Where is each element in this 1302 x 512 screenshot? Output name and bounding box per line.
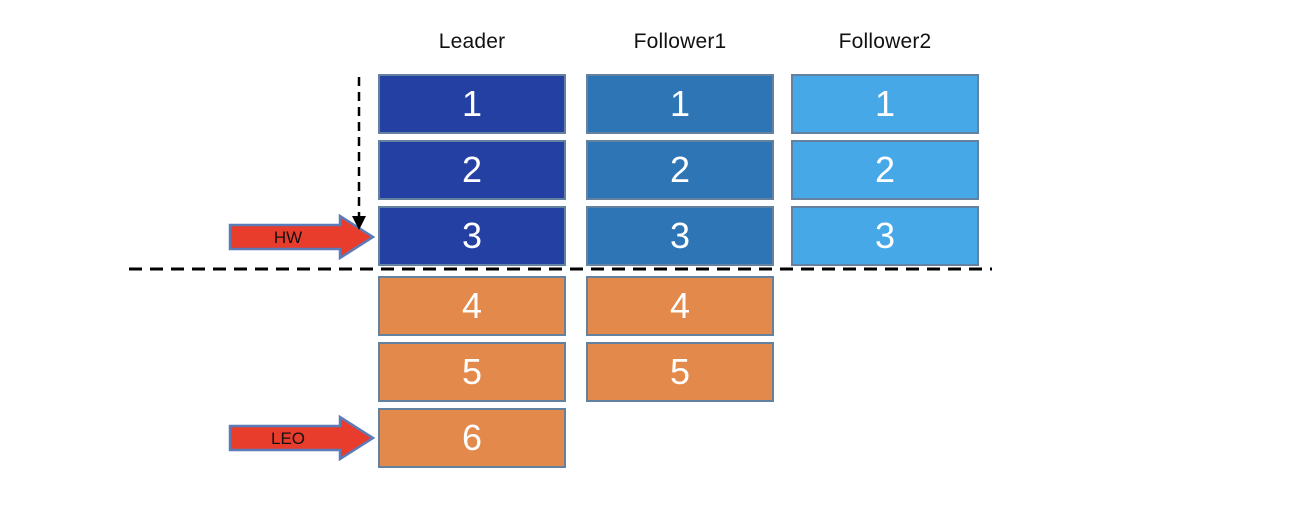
column-header-follower2: Follower2 [838, 30, 932, 53]
leo-marker-label: LEO [271, 429, 305, 448]
log-entry-follower2-1: 1 [791, 74, 979, 134]
log-entry-follower2-2: 2 [791, 140, 979, 200]
hw-marker-arrow: HW [228, 214, 376, 260]
log-entry-follower1-5: 5 [586, 342, 774, 402]
log-entry-leader-2: 2 [378, 140, 566, 200]
log-entry-follower1-2: 2 [586, 140, 774, 200]
log-entry-follower1-4: 4 [586, 276, 774, 336]
hw-arrow-shape [228, 214, 376, 260]
column-header-follower1: Follower1 [633, 30, 727, 53]
log-entry-follower2-3: 3 [791, 206, 979, 266]
hw-marker-label: HW [274, 228, 302, 247]
log-entry-leader-4: 4 [378, 276, 566, 336]
leo-marker-arrow: LEO [228, 415, 376, 461]
log-entry-leader-1: 1 [378, 74, 566, 134]
log-entry-follower1-3: 3 [586, 206, 774, 266]
leo-arrow-shape [228, 415, 376, 461]
log-entry-follower1-1: 1 [586, 74, 774, 134]
log-entry-leader-6: 6 [378, 408, 566, 468]
log-entry-leader-3: 3 [378, 206, 566, 266]
log-entry-leader-5: 5 [378, 342, 566, 402]
column-header-leader: Leader [438, 30, 506, 53]
